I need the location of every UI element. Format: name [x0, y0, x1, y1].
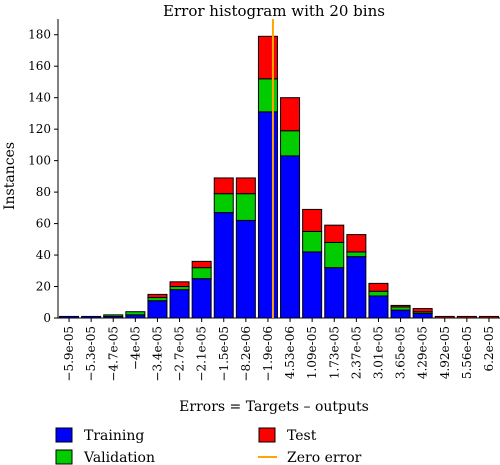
- legend-label-validation: Validation: [83, 450, 155, 465]
- bar-test-14: [368, 282, 389, 292]
- y-tick-label: 180: [28, 28, 51, 42]
- bar-validation-7: [213, 193, 234, 214]
- bar-test-19: [478, 315, 499, 319]
- bar-validation-14: [368, 290, 389, 297]
- bar-validation-3: [125, 311, 146, 316]
- bar-validation-6: [191, 267, 212, 280]
- bar-training-4: [147, 300, 168, 319]
- legend-swatch-training: [55, 427, 73, 443]
- y-tick-label: 160: [28, 59, 51, 73]
- legend-swatch-test: [258, 427, 276, 443]
- x-tick-label: 4.92e-05: [438, 326, 452, 379]
- bar-test-16: [412, 308, 433, 313]
- y-axis-ticks: 0 20 40 60 80 100 120 140 160 180: [28, 28, 58, 325]
- legend-swatch-validation: [55, 449, 73, 465]
- bar-training-10: [280, 155, 301, 319]
- x-tick-label: −1.9e-06: [261, 326, 275, 382]
- bar-test-8: [235, 177, 256, 195]
- y-tick-label: 40: [36, 248, 51, 262]
- legend-label-test: Test: [287, 428, 317, 444]
- x-tick-label: −3.4e-05: [150, 326, 164, 382]
- bar-test-5: [169, 281, 190, 288]
- legend-label-zero-error: Zero error: [287, 450, 362, 465]
- x-tick-label: −2.7e-05: [173, 326, 187, 382]
- x-axis-ticks: −5.9e-05 −5.3e-05 −4.7e-05 −4e-05 −3.4e-05 −2…: [62, 318, 496, 382]
- y-tick-label: 140: [28, 91, 51, 105]
- y-tick-label: 100: [28, 154, 51, 168]
- x-tick-label: 2.37e-05: [349, 326, 363, 379]
- y-tick-label: 0: [43, 311, 51, 325]
- x-tick-label: −8.2e-06: [239, 326, 253, 382]
- bar-validation-10: [280, 130, 301, 157]
- bar-test-11: [302, 208, 323, 232]
- bar-training-15: [390, 309, 411, 319]
- x-tick-label: −2.1e-05: [195, 326, 209, 382]
- bar-training-9: [257, 111, 278, 319]
- y-tick-label: 120: [28, 122, 51, 136]
- bar-test-18: [456, 315, 477, 319]
- y-axis-label: Instances: [2, 142, 18, 210]
- y-tick-label: 80: [36, 185, 51, 199]
- bar-test-17: [434, 315, 455, 319]
- legend-label-training: Training: [84, 428, 144, 444]
- x-tick-label: 4.29e-05: [416, 326, 430, 379]
- bar-training-11: [302, 251, 323, 319]
- bar-training-8: [235, 219, 256, 319]
- x-tick-label: 5.56e-05: [460, 326, 474, 379]
- bar-validation-2: [103, 314, 124, 317]
- x-tick-label: −5.3e-05: [84, 326, 98, 382]
- bar-training-7: [213, 212, 234, 319]
- bar-training-16: [412, 312, 433, 319]
- x-tick-label: 4.53e-06: [283, 326, 297, 379]
- x-tick-label: −5.9e-05: [62, 326, 76, 382]
- bar-training-14: [368, 295, 389, 319]
- bar-training-12: [324, 267, 345, 319]
- legend: Training Test Validation Zero error: [55, 427, 362, 465]
- bar-training-0: [59, 315, 80, 319]
- bar-validation-8: [235, 193, 256, 221]
- x-tick-label: 1.73e-05: [327, 326, 341, 379]
- bar-test-15: [390, 304, 411, 308]
- bar-training-5: [169, 289, 190, 319]
- bar-validation-9: [257, 78, 278, 113]
- bar-test-4: [147, 293, 168, 299]
- bar-validation-11: [302, 230, 323, 253]
- plot-area: [57, 19, 500, 319]
- x-tick-label: −1.5e-05: [217, 326, 231, 382]
- bar-test-9: [257, 35, 278, 80]
- x-axis-label: Errors = Targets – outputs: [179, 399, 369, 415]
- bar-training-6: [191, 278, 212, 319]
- bar-test-6: [191, 260, 212, 269]
- chart-title: Error histogram with 20 bins: [163, 2, 385, 20]
- bar-test-10: [280, 97, 301, 132]
- y-tick-label: 60: [36, 217, 51, 231]
- bar-training-13: [346, 256, 367, 319]
- bars-group: [59, 35, 499, 319]
- bar-test-7: [213, 177, 234, 195]
- x-tick-label: 1.09e-05: [305, 326, 319, 379]
- bar-validation-13: [346, 251, 367, 258]
- x-tick-label: −4.7e-05: [106, 326, 120, 382]
- x-tick-label: 3.65e-05: [394, 326, 408, 379]
- bar-test-13: [346, 234, 367, 253]
- x-tick-label: 3.01e-05: [371, 326, 385, 379]
- y-tick-label: 20: [36, 280, 51, 294]
- bar-test-12: [324, 224, 345, 243]
- x-tick-label: 6.2e-05: [482, 326, 496, 372]
- bar-training-1: [81, 315, 102, 319]
- x-tick-label: −4e-05: [128, 326, 142, 370]
- bar-validation-12: [324, 241, 345, 269]
